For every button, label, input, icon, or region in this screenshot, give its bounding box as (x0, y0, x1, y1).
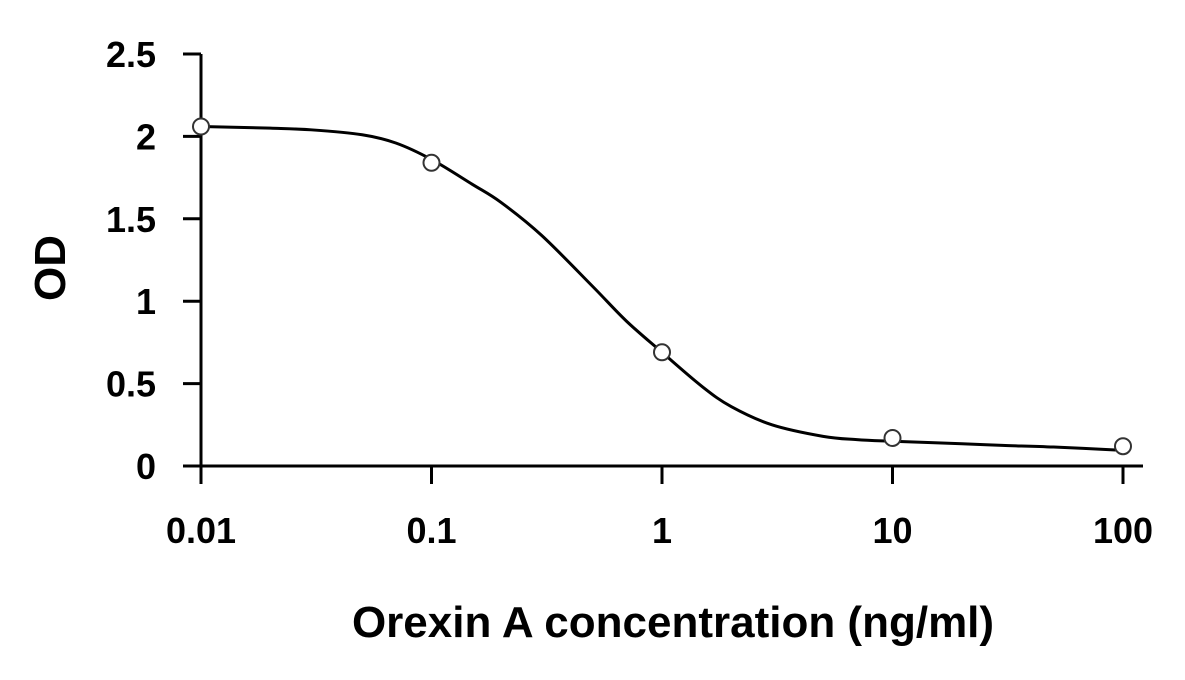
y-axis-ticks (183, 52, 201, 468)
data-point (422, 153, 441, 172)
y-axis-tick-labels: 0 0.5 1 1.5 2 2.5 (106, 34, 156, 487)
x-axis-tick-labels: 0.01 0.1 1 10 100 (166, 510, 1153, 551)
axes (183, 54, 1143, 468)
y-tick-label: 2.5 (106, 34, 156, 75)
x-tick-label: 100 (1093, 510, 1153, 551)
data-point (192, 117, 210, 136)
fit-curve-line (200, 125, 1124, 452)
x-tick-label: 0.1 (406, 510, 456, 551)
x-axis-ticks (199, 466, 1125, 484)
data-point (1114, 437, 1132, 456)
y-tick-label: 1 (136, 281, 156, 322)
y-tick-label: 2 (136, 116, 156, 157)
data-points (192, 117, 1132, 456)
y-axis-title: OD (26, 235, 75, 301)
x-tick-label: 0.01 (166, 510, 236, 551)
x-axis-title: Orexin A concentration (ng/ml) (352, 598, 994, 647)
data-point (883, 428, 902, 447)
data-point (653, 343, 671, 362)
y-tick-label: 0.5 (106, 364, 156, 405)
x-tick-label: 1 (652, 510, 672, 551)
x-tick-label: 10 (872, 510, 912, 551)
y-tick-label: 1.5 (106, 199, 156, 240)
y-tick-label: 0 (136, 446, 156, 487)
